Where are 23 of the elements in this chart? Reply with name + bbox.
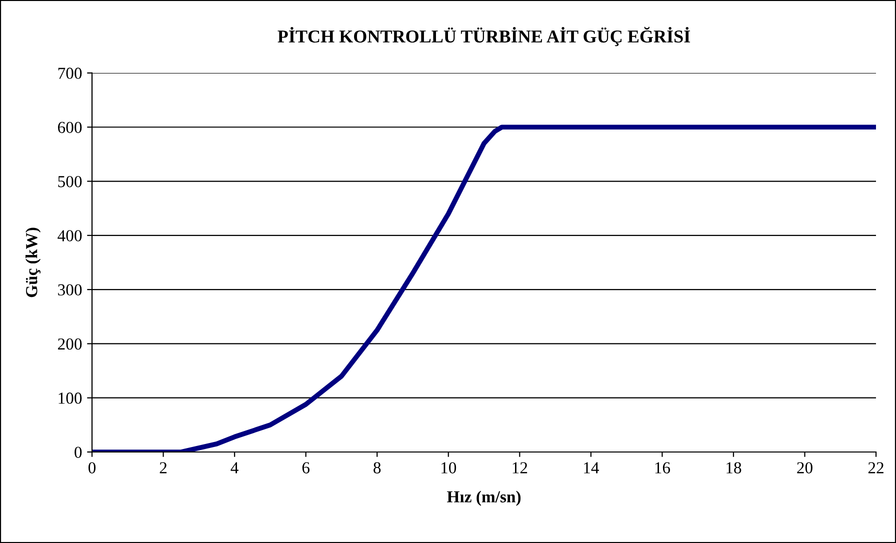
y-tick-label: 200 <box>58 338 82 350</box>
x-tick-label: 2 <box>160 462 167 474</box>
y-tick-label: 700 <box>58 68 82 79</box>
y-axis-title: Güç (kW) <box>26 228 41 298</box>
x-tick-label: 14 <box>584 462 599 474</box>
x-tick-label: 4 <box>230 462 238 474</box>
x-tick-label: 18 <box>726 462 742 474</box>
x-axis-title: Hız (m/sn) <box>447 490 521 506</box>
x-tick-label: 12 <box>512 462 528 474</box>
chart-title: PİTCH KONTROLLÜ TÜRBİNE AİT GÜÇ EĞRİSİ <box>278 26 690 46</box>
x-tick-label: 16 <box>655 462 670 474</box>
y-tick-label: 400 <box>58 230 82 242</box>
y-tick-label: 500 <box>58 176 82 188</box>
x-tick-label: 10 <box>442 462 456 474</box>
y-tick-label: 100 <box>58 392 82 404</box>
x-tick-label: 6 <box>302 462 310 474</box>
y-tick-label: 300 <box>58 284 82 296</box>
x-tick-label: 0 <box>88 462 96 474</box>
y-tick-label: 0 <box>74 446 82 458</box>
x-tick-label: 20 <box>797 462 812 474</box>
x-tick-label: 22 <box>868 462 884 474</box>
y-tick-label: 600 <box>58 122 82 134</box>
x-tick-label: 8 <box>374 462 381 474</box>
